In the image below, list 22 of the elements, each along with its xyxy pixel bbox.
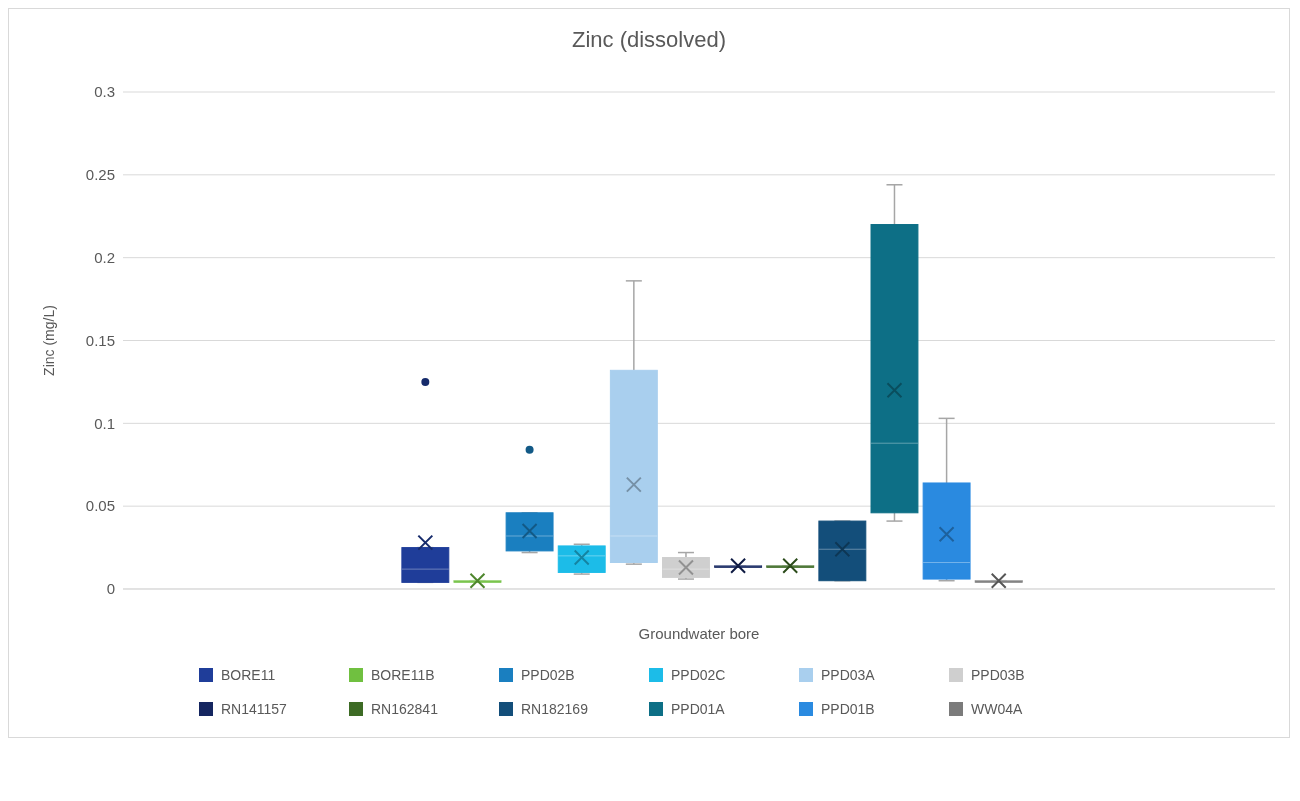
- legend-label: RN162841: [371, 701, 438, 717]
- legend-label: PPD01B: [821, 701, 875, 717]
- legend-label: WW04A: [971, 701, 1023, 717]
- x-axis-title: Groundwater bore: [638, 625, 760, 642]
- legend-label: PPD03B: [971, 667, 1025, 683]
- y-tick-label: 0.2: [94, 248, 115, 266]
- legend-label: BORE11: [221, 667, 276, 683]
- legend-label: PPD03A: [821, 667, 875, 683]
- y-tick-label: 0.3: [94, 83, 115, 101]
- y-tick-label: 0: [106, 580, 115, 598]
- chart-title: Zinc (dissolved): [570, 27, 727, 53]
- y-tick-label: 0.15: [85, 331, 115, 349]
- legend-label: PPD02B: [521, 667, 575, 683]
- legend-label: PPD01A: [671, 701, 725, 717]
- y-tick-label: 0.25: [85, 166, 115, 184]
- legend-label: RN141157: [221, 701, 287, 717]
- legend-label: PPD02C: [671, 667, 726, 683]
- legend-label: RN182169: [521, 701, 588, 717]
- y-tick-label: 0.1: [94, 414, 115, 432]
- y-tick-label: 0.05: [85, 497, 115, 515]
- y-axis-title: Zinc (mg/L): [40, 305, 57, 376]
- legend-label: BORE11B: [371, 667, 435, 683]
